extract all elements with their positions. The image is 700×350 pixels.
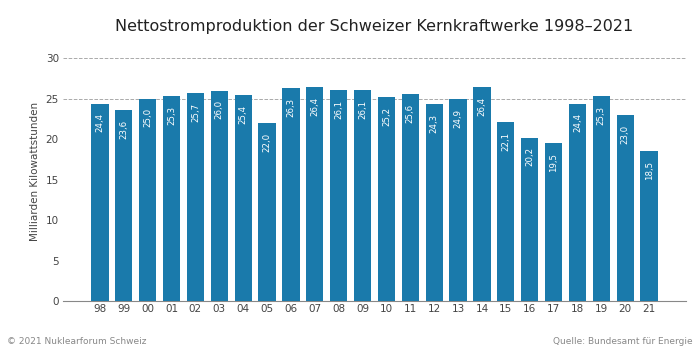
Text: 19,5: 19,5 <box>549 153 558 172</box>
Bar <box>545 143 562 301</box>
Bar <box>116 110 132 301</box>
Text: 26,0: 26,0 <box>215 100 224 119</box>
Bar <box>593 96 610 301</box>
Bar <box>306 87 323 301</box>
Bar <box>354 90 371 301</box>
Text: 24,9: 24,9 <box>454 109 463 128</box>
Text: 24,4: 24,4 <box>573 113 582 132</box>
Text: 23,6: 23,6 <box>119 120 128 139</box>
Text: 26,1: 26,1 <box>334 99 343 119</box>
Bar <box>617 115 634 301</box>
Text: 25,3: 25,3 <box>597 106 606 125</box>
Text: 26,1: 26,1 <box>358 99 367 119</box>
Bar <box>569 104 586 301</box>
Bar <box>234 96 252 301</box>
Text: Quelle: Bundesamt für Energie: Quelle: Bundesamt für Energie <box>554 337 693 346</box>
Text: 20,2: 20,2 <box>525 147 534 166</box>
Bar <box>258 123 276 301</box>
Bar <box>187 93 204 301</box>
Text: 25,2: 25,2 <box>382 107 391 126</box>
Text: 22,1: 22,1 <box>501 132 510 151</box>
Bar <box>497 122 514 301</box>
Bar <box>473 87 491 301</box>
Text: 18,5: 18,5 <box>645 161 654 180</box>
Text: © 2021 Nuklearforum Schweiz: © 2021 Nuklearforum Schweiz <box>7 337 146 346</box>
Text: 24,4: 24,4 <box>95 113 104 132</box>
Text: 26,3: 26,3 <box>286 98 295 117</box>
Y-axis label: Milliarden Kilowattstunden: Milliarden Kilowattstunden <box>30 102 40 241</box>
Text: 25,3: 25,3 <box>167 106 176 125</box>
Text: 26,4: 26,4 <box>477 97 486 116</box>
Text: 25,7: 25,7 <box>191 103 200 122</box>
Text: 24,3: 24,3 <box>430 114 439 133</box>
Bar <box>521 138 538 301</box>
Bar <box>163 96 180 301</box>
Bar <box>378 97 395 301</box>
Bar <box>91 104 108 301</box>
Text: 25,4: 25,4 <box>239 105 248 124</box>
Bar <box>330 90 347 301</box>
Bar <box>426 104 443 301</box>
Bar <box>640 151 658 301</box>
Title: Nettostromproduktion der Schweizer Kernkraftwerke 1998–2021: Nettostromproduktion der Schweizer Kernk… <box>116 19 634 34</box>
Bar <box>211 91 228 301</box>
Text: 23,0: 23,0 <box>621 125 630 144</box>
Bar <box>282 88 300 301</box>
Bar <box>449 99 467 301</box>
Text: 22,0: 22,0 <box>262 133 272 152</box>
Text: 26,4: 26,4 <box>310 97 319 116</box>
Bar <box>402 94 419 301</box>
Text: 25,0: 25,0 <box>144 108 152 127</box>
Bar <box>139 99 156 301</box>
Text: 25,6: 25,6 <box>406 104 415 122</box>
